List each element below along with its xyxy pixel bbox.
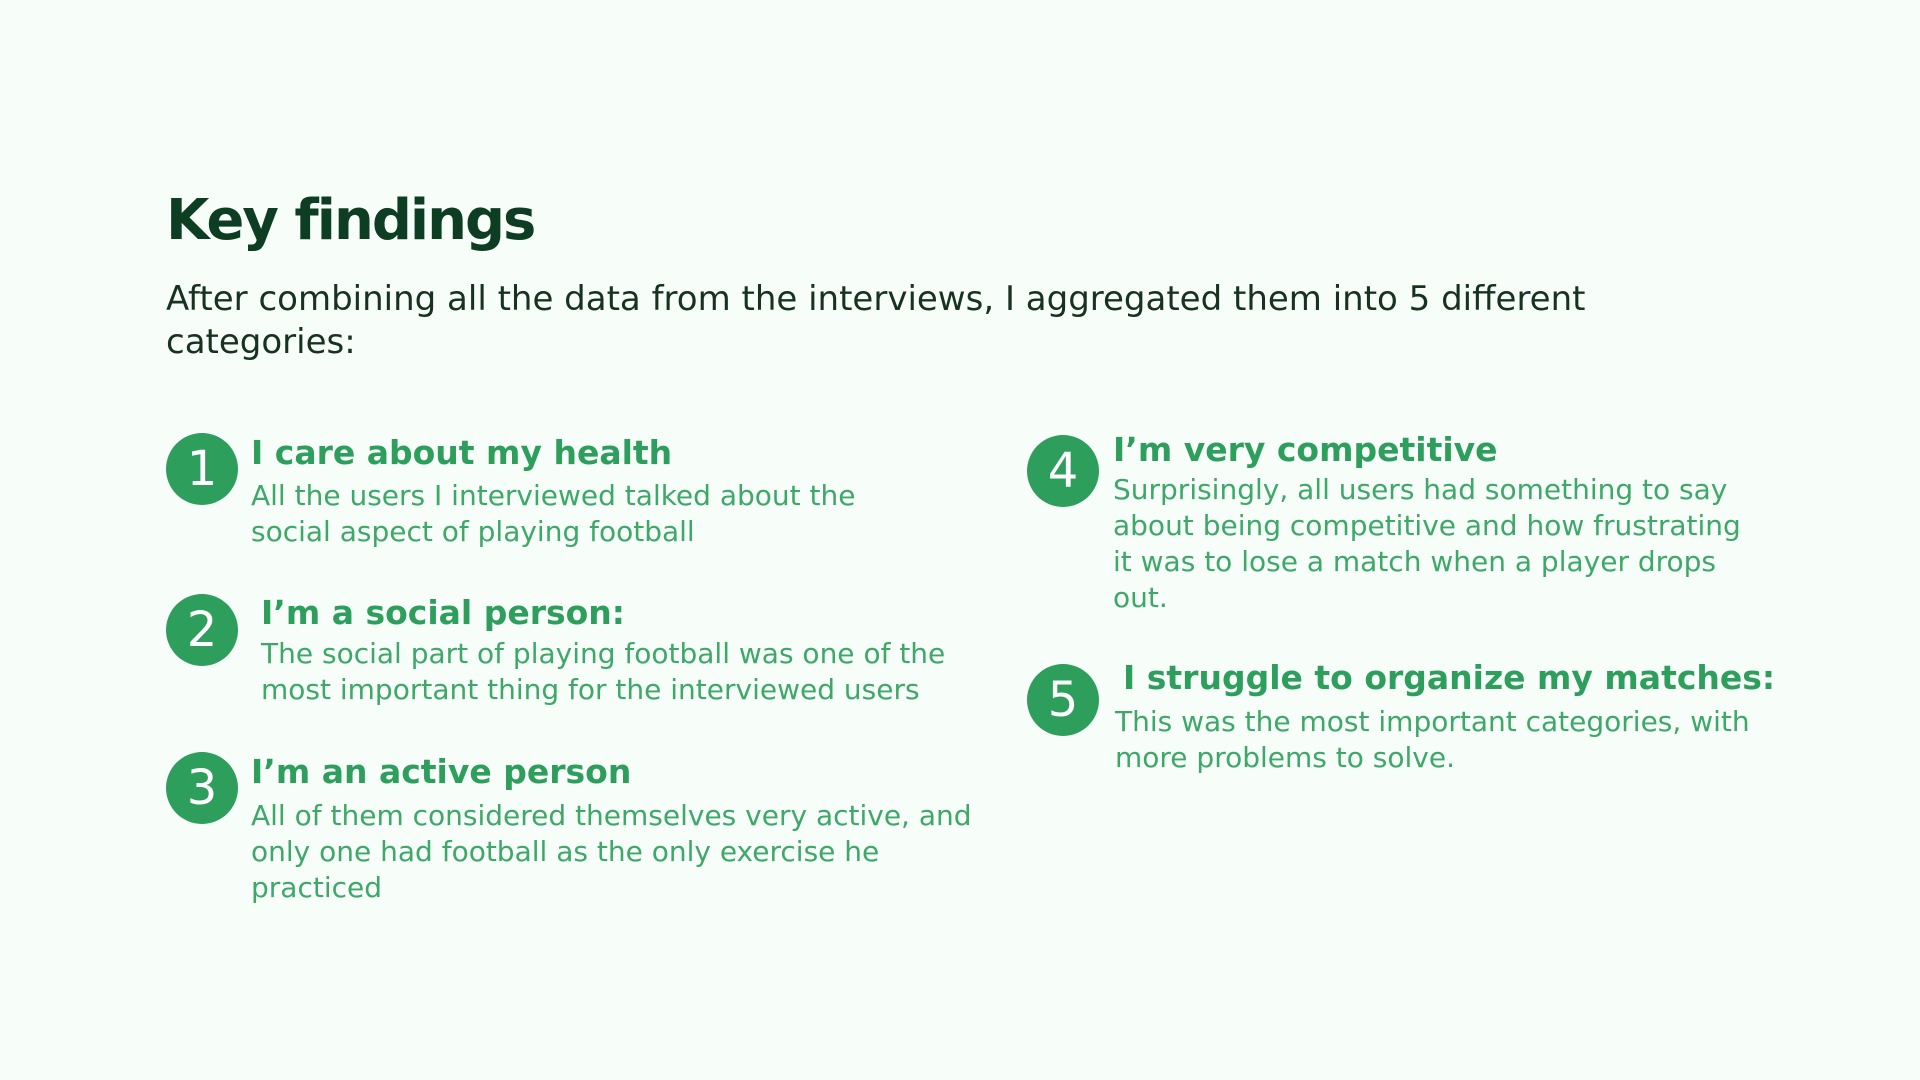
finding-description: This was the most important categories, … <box>1115 705 1750 774</box>
finding-title: I’m very competitive <box>1113 430 1498 469</box>
finding-5: 5 I struggle to organize my matches: Thi… <box>1027 658 1827 794</box>
finding-1: 1 I care about my health All the users I… <box>166 433 966 563</box>
number-badge: 5 <box>1027 664 1099 736</box>
finding-description: Surprisingly, all users had something to… <box>1113 473 1741 614</box>
finding-2: 2 I’m a social person: The social part o… <box>166 593 966 724</box>
number-badge: 2 <box>166 594 238 666</box>
intro-text: After combining all the data from the in… <box>166 279 1586 362</box>
finding-4: 4 I’m very competitive Surprisingly, all… <box>1027 430 1787 625</box>
number-badge: 4 <box>1027 435 1099 507</box>
finding-3: 3 I’m an active person All of them consi… <box>166 752 996 922</box>
finding-title: I’m a social person: <box>261 593 625 632</box>
number-badge: 1 <box>166 433 238 505</box>
finding-description: All of them considered themselves very a… <box>251 799 972 904</box>
finding-description: The social part of playing football was … <box>261 637 946 706</box>
finding-title: I care about my health <box>251 433 673 472</box>
finding-description: All the users I interviewed talked about… <box>251 479 856 548</box>
finding-title: I struggle to organize my matches: <box>1123 658 1776 697</box>
finding-title: I’m an active person <box>251 752 632 791</box>
number-badge: 3 <box>166 752 238 824</box>
page-title: Key findings <box>166 188 536 253</box>
